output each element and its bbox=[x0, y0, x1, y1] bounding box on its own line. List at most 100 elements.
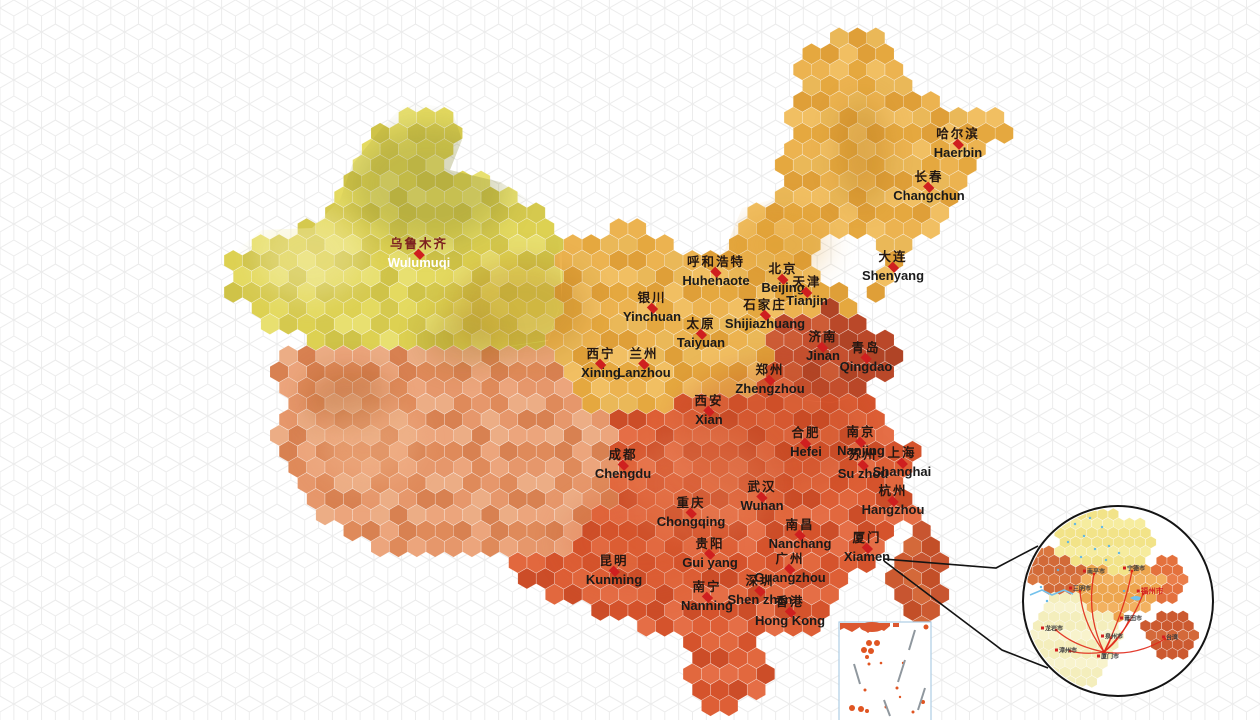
inset-city-name: 福州市 bbox=[1140, 586, 1164, 596]
city-marker[interactable]: 西安 Xian bbox=[694, 394, 723, 427]
inset-city-marker-icon bbox=[1082, 569, 1086, 573]
city-marker[interactable]: 香港 Hong Kong bbox=[754, 595, 826, 628]
city-name-zh: 武汉 bbox=[747, 478, 777, 494]
city-name-zh: 郑州 bbox=[755, 361, 785, 377]
city-marker[interactable]: 厦门 Xiamen bbox=[844, 529, 890, 562]
city-marker[interactable]: 成都 Chengdu bbox=[594, 446, 652, 481]
inset-city-marker-icon bbox=[1122, 566, 1126, 570]
inset-city-marker-icon bbox=[1100, 634, 1104, 638]
city-name-en: Jinan bbox=[806, 347, 840, 363]
city-name-zh: 南京 bbox=[846, 423, 876, 439]
city-name-zh: 天津 bbox=[792, 273, 822, 289]
city-marker[interactable]: 太原 Taiyuan bbox=[676, 315, 726, 350]
city-name-en: Su zhou bbox=[837, 465, 889, 481]
inset-city-marker-icon bbox=[1161, 635, 1165, 639]
inset-city-label: 宁德市 bbox=[1122, 564, 1146, 573]
city-name-zh: 南宁 bbox=[692, 578, 722, 594]
inset-city-label: 厦门市 bbox=[1096, 652, 1119, 661]
inset-city-label: 三明市 bbox=[1068, 584, 1092, 593]
inset-city-marker-icon bbox=[1068, 586, 1072, 590]
city-name-zh: 昆明 bbox=[599, 552, 629, 568]
city-name-zh: 太原 bbox=[686, 315, 716, 331]
city-marker[interactable]: 西宁 Xining bbox=[581, 345, 621, 380]
city-name-en: Wulumuqi bbox=[387, 254, 451, 270]
city-name-en: Yinchuan bbox=[622, 308, 682, 324]
city-name-en: Shanghai bbox=[872, 463, 932, 479]
city-name-en: Hefei bbox=[790, 443, 822, 459]
city-name-en: Nanchang bbox=[768, 535, 832, 551]
inset-city-marker-icon bbox=[1119, 616, 1123, 620]
city-name-zh: 厦门 bbox=[852, 529, 882, 545]
city-marker[interactable]: 广州 Guangzhou bbox=[754, 550, 826, 585]
city-name-zh: 北京 bbox=[768, 260, 798, 276]
city-marker[interactable]: 南京 Nanjing bbox=[837, 423, 885, 456]
city-name-zh: 乌鲁木齐 bbox=[389, 235, 448, 251]
city-marker[interactable]: 济南 Jinan bbox=[806, 328, 840, 363]
city-marker[interactable]: 天津 Tianjin bbox=[786, 273, 828, 306]
city-marker[interactable]: 呼和浩特 Huhehaote bbox=[682, 255, 749, 286]
city-name-zh: 哈尔滨 bbox=[936, 125, 980, 141]
city-marker[interactable]: 大连 Shenyang bbox=[861, 248, 925, 283]
inset-city-name: 三明市 bbox=[1072, 585, 1092, 593]
inset-city-label: 福州市 bbox=[1136, 586, 1164, 597]
city-marker[interactable]: 武汉 Wuhan bbox=[740, 478, 783, 511]
city-marker[interactable]: 青岛 Qingdao bbox=[840, 339, 893, 372]
inset-city-name: 莆田市 bbox=[1123, 615, 1143, 623]
inset-city-marker-icon bbox=[1096, 654, 1100, 658]
city-marker[interactable]: 上海 Shanghai bbox=[872, 446, 932, 479]
inset-city-name: 宁德市 bbox=[1126, 565, 1146, 573]
city-marker[interactable]: 石家庄 Shijiazhuang bbox=[724, 298, 806, 331]
city-name-en: Guangzhou bbox=[754, 569, 826, 585]
city-name-en: Shijiazhuang bbox=[724, 315, 806, 331]
city-marker[interactable]: 重庆 Chongqing bbox=[657, 496, 726, 527]
city-name-zh: 广州 bbox=[775, 550, 805, 566]
city-name-en: Hangzhou bbox=[861, 501, 925, 517]
city-marker[interactable]: 杭州 Hangzhou bbox=[861, 482, 925, 517]
city-name-en: Nanning bbox=[681, 597, 733, 613]
city-name-en: Taiyuan bbox=[676, 334, 726, 350]
city-marker[interactable]: 南宁 Nanning bbox=[681, 578, 733, 613]
city-name-zh: 贵阳 bbox=[695, 535, 725, 551]
city-marker[interactable]: 乌鲁木齐 Wulumuqi bbox=[387, 235, 451, 270]
city-marker[interactable]: 南昌 Nanchang bbox=[768, 518, 832, 551]
city-marker[interactable]: 合肥 Hefei bbox=[790, 424, 822, 459]
city-name-zh: 济南 bbox=[808, 328, 838, 344]
inset-city-marker-icon bbox=[1054, 648, 1058, 652]
inset-city-name: 龙岩市 bbox=[1044, 625, 1064, 633]
city-name-zh: 杭州 bbox=[878, 482, 908, 498]
city-name-en: Chengdu bbox=[594, 465, 652, 481]
city-name-zh: 青岛 bbox=[851, 339, 881, 355]
inset-city-name: 泉州市 bbox=[1104, 633, 1124, 641]
city-marker[interactable]: 兰州 Lanzhou bbox=[617, 347, 671, 380]
city-name-zh: 银川 bbox=[637, 289, 667, 305]
inset-city-name: 台湾 bbox=[1165, 634, 1179, 642]
city-marker[interactable]: 长春 Changchun bbox=[893, 168, 965, 201]
city-marker[interactable]: 郑州 Zhengzhou bbox=[735, 361, 805, 396]
city-name-en: Xian bbox=[695, 411, 723, 427]
city-marker[interactable]: 深圳 Shen zhen bbox=[727, 574, 792, 605]
city-name-en: Zhengzhou bbox=[735, 380, 805, 396]
inset-city-label: 漳州市 bbox=[1054, 646, 1077, 655]
city-marker[interactable]: 银川 Yinchuan bbox=[622, 289, 682, 324]
city-name-en: Kunming bbox=[585, 571, 643, 587]
city-name-zh: 合肥 bbox=[791, 424, 821, 440]
city-marker[interactable]: 贵阳 Gui yang bbox=[682, 535, 738, 570]
city-name-zh: 西宁 bbox=[586, 345, 616, 361]
city-name-zh: 大连 bbox=[878, 248, 908, 264]
city-name-en: Lanzhou bbox=[617, 364, 671, 380]
city-name-en: Xining bbox=[581, 364, 621, 380]
city-name-en: Haerbin bbox=[933, 144, 983, 160]
inset-city-marker-icon bbox=[1136, 589, 1140, 593]
inset-city-label: 南平市 bbox=[1082, 567, 1105, 576]
city-marker[interactable]: 昆明 Kunming bbox=[585, 552, 643, 587]
city-name-en: Hong Kong bbox=[754, 612, 826, 628]
city-name-zh: 成都 bbox=[608, 446, 638, 462]
city-marker[interactable]: 苏州 Su zhou bbox=[837, 448, 889, 481]
city-marker[interactable]: 哈尔滨 Haerbin bbox=[933, 125, 983, 160]
city-name-zh: 长春 bbox=[914, 168, 944, 184]
city-marker[interactable]: 北京 Beijing bbox=[761, 260, 805, 295]
city-name-en: Shenyang bbox=[861, 267, 925, 283]
city-name-en: Beijing bbox=[761, 279, 805, 295]
city-name-en: Gui yang bbox=[682, 554, 738, 570]
